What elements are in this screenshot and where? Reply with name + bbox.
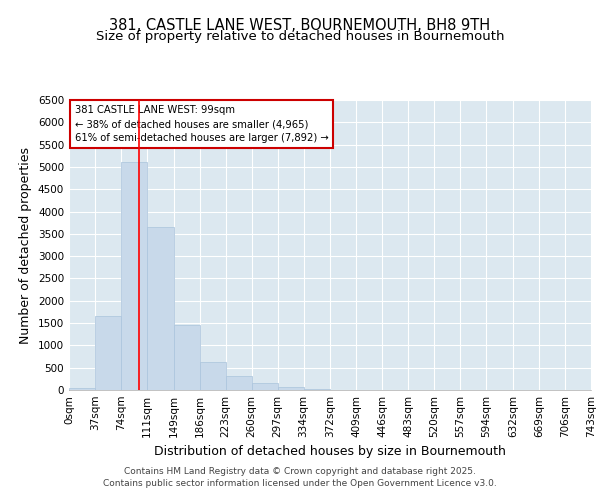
Bar <box>95 316 121 390</box>
Bar <box>200 362 226 390</box>
X-axis label: Distribution of detached houses by size in Bournemouth: Distribution of detached houses by size … <box>154 446 506 458</box>
Text: 381, CASTLE LANE WEST, BOURNEMOUTH, BH8 9TH: 381, CASTLE LANE WEST, BOURNEMOUTH, BH8 … <box>109 18 491 32</box>
Text: Size of property relative to detached houses in Bournemouth: Size of property relative to detached ho… <box>96 30 504 43</box>
Bar <box>304 388 331 390</box>
Bar <box>226 376 251 390</box>
Bar <box>173 326 200 390</box>
Bar <box>278 388 304 390</box>
Bar <box>251 384 278 390</box>
Text: 381 CASTLE LANE WEST: 99sqm
← 38% of detached houses are smaller (4,965)
61% of : 381 CASTLE LANE WEST: 99sqm ← 38% of det… <box>74 106 328 144</box>
Text: Contains HM Land Registry data © Crown copyright and database right 2025.
Contai: Contains HM Land Registry data © Crown c… <box>103 466 497 487</box>
Bar <box>69 388 95 390</box>
Y-axis label: Number of detached properties: Number of detached properties <box>19 146 32 344</box>
Bar <box>121 162 147 390</box>
Bar <box>147 227 173 390</box>
